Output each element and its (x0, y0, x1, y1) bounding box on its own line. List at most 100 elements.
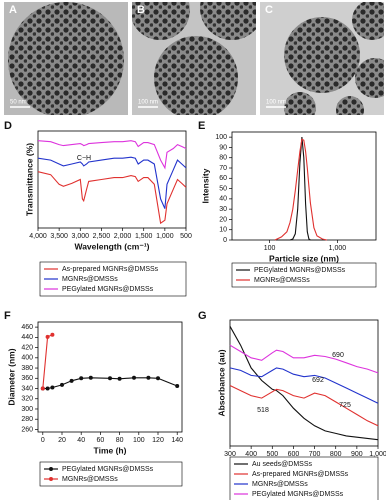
x-tick-label: 60 (97, 437, 105, 444)
panel-label: D (4, 120, 12, 132)
data-point (156, 376, 160, 381)
annotation: 518 (257, 407, 269, 414)
y-tick-label: 90 (219, 144, 227, 151)
data-point (132, 375, 136, 380)
scale-bar-label: 100 nm (266, 100, 286, 106)
x-tick-label: 500 (180, 233, 192, 240)
y-tick-label: 50 (219, 185, 227, 192)
x-tick-label: 80 (116, 437, 124, 444)
legend-label: MGNRs@DMSSs (254, 277, 310, 284)
y-tick-label: 30 (219, 206, 227, 213)
legend-box (229, 456, 379, 500)
series-line (229, 344, 379, 374)
legend-box (39, 461, 183, 487)
y-axis-label: Absorbance (au) (216, 349, 226, 416)
x-tick-label: 120 (152, 437, 164, 444)
legend-label: PEGylated MGNRs@DMSSs (62, 286, 154, 293)
x-axis-label: Time (h) (94, 445, 127, 455)
panel-label: G (198, 310, 207, 322)
plot-frame (231, 131, 377, 241)
panel-label: E (198, 120, 205, 132)
legend-box (39, 261, 187, 297)
x-tick-label: 3,000 (72, 233, 90, 240)
data-point (60, 382, 64, 387)
legend-marker (49, 477, 53, 481)
panel-label: A (9, 4, 17, 16)
x-tick-label: 700 (309, 451, 321, 458)
x-tick-label: 0 (41, 437, 45, 444)
data-point (45, 334, 50, 339)
tem-image-b: B 100 nm (132, 2, 256, 115)
y-tick-label: 0 (223, 237, 227, 244)
x-tick-label: 600 (288, 451, 300, 458)
x-tick-label: 2,500 (93, 233, 111, 240)
x-tick-label: 100 (264, 245, 276, 252)
x-tick-label: 100 (133, 437, 145, 444)
series-line (37, 171, 187, 225)
x-tick-label: 400 (245, 451, 257, 458)
series-line (37, 140, 187, 170)
data-point (50, 332, 55, 337)
x-tick-label: 20 (58, 437, 66, 444)
y-tick-label: 70 (219, 165, 227, 172)
data-point (175, 383, 180, 388)
legend-label: PEGylated MGNRs@DMSSs (252, 491, 344, 498)
x-tick-label: 4,000 (29, 233, 47, 240)
series-line (229, 367, 379, 404)
y-tick-label: 440 (21, 334, 33, 341)
x-tick-label: 900 (351, 451, 363, 458)
tem-image-a: A 50 nm (4, 2, 128, 115)
data-point (117, 376, 122, 381)
y-tick-label: 20 (219, 216, 227, 223)
plot-frame (37, 130, 187, 229)
y-tick-label: 80 (219, 155, 227, 162)
data-point (45, 386, 50, 391)
x-tick-label: 1,000 (156, 233, 174, 240)
x-tick-label: 500 (266, 451, 278, 458)
y-tick-label: 60 (219, 175, 227, 182)
y-tick-label: 100 (215, 134, 227, 141)
data-point (40, 386, 45, 391)
data-point (88, 375, 93, 380)
data-point (79, 376, 84, 381)
annotation: 692 (312, 377, 324, 384)
series-line (274, 137, 327, 241)
y-tick-label: 360 (21, 375, 33, 382)
panel-label: F (4, 310, 11, 322)
x-tick-label: 1,500 (135, 233, 153, 240)
series-line (42, 334, 53, 389)
x-tick-label: 40 (77, 437, 85, 444)
legend-label: Au seeds@DMSSs (252, 461, 313, 468)
panel-label: B (137, 4, 145, 16)
y-tick-label: 400 (21, 355, 33, 362)
legend-box (231, 262, 377, 288)
y-tick-label: 380 (21, 365, 33, 372)
annotation: 690 (332, 352, 344, 359)
data-point (108, 376, 112, 381)
y-tick-label: 40 (219, 196, 227, 203)
x-tick-label: 800 (330, 451, 342, 458)
y-tick-label: 280 (21, 416, 33, 423)
x-tick-label: 300 (224, 451, 236, 458)
legend-label: MGNRs@DMSSs (62, 276, 118, 283)
y-tick-label: 460 (21, 324, 33, 331)
annotation: C−H (77, 155, 91, 162)
y-tick-label: 340 (21, 385, 33, 392)
series-line (229, 385, 379, 427)
x-tick-label: 2,000 (114, 233, 132, 240)
y-tick-label: 320 (21, 396, 33, 403)
panel-label: C (265, 4, 273, 16)
series-line (229, 326, 379, 441)
legend-label: PEGylated MGNRs@DMSSs (254, 267, 346, 274)
series-line (37, 156, 187, 209)
legend-label: As-prepared MGNRs@DMSSs (252, 471, 349, 478)
x-tick-label: 1,000 (329, 245, 347, 252)
series-line (274, 138, 328, 241)
legend-label: MGNRs@DMSSs (252, 481, 308, 488)
x-axis-label: Wavelength (cm⁻¹) (74, 241, 149, 251)
legend-label: PEGylated MGNRs@DMSSs (62, 466, 154, 473)
plot-frame (229, 319, 379, 447)
legend-label: As-prepared MGNRs@DMSSs (62, 266, 159, 273)
x-axis-label: Particle size (nm) (269, 253, 339, 263)
